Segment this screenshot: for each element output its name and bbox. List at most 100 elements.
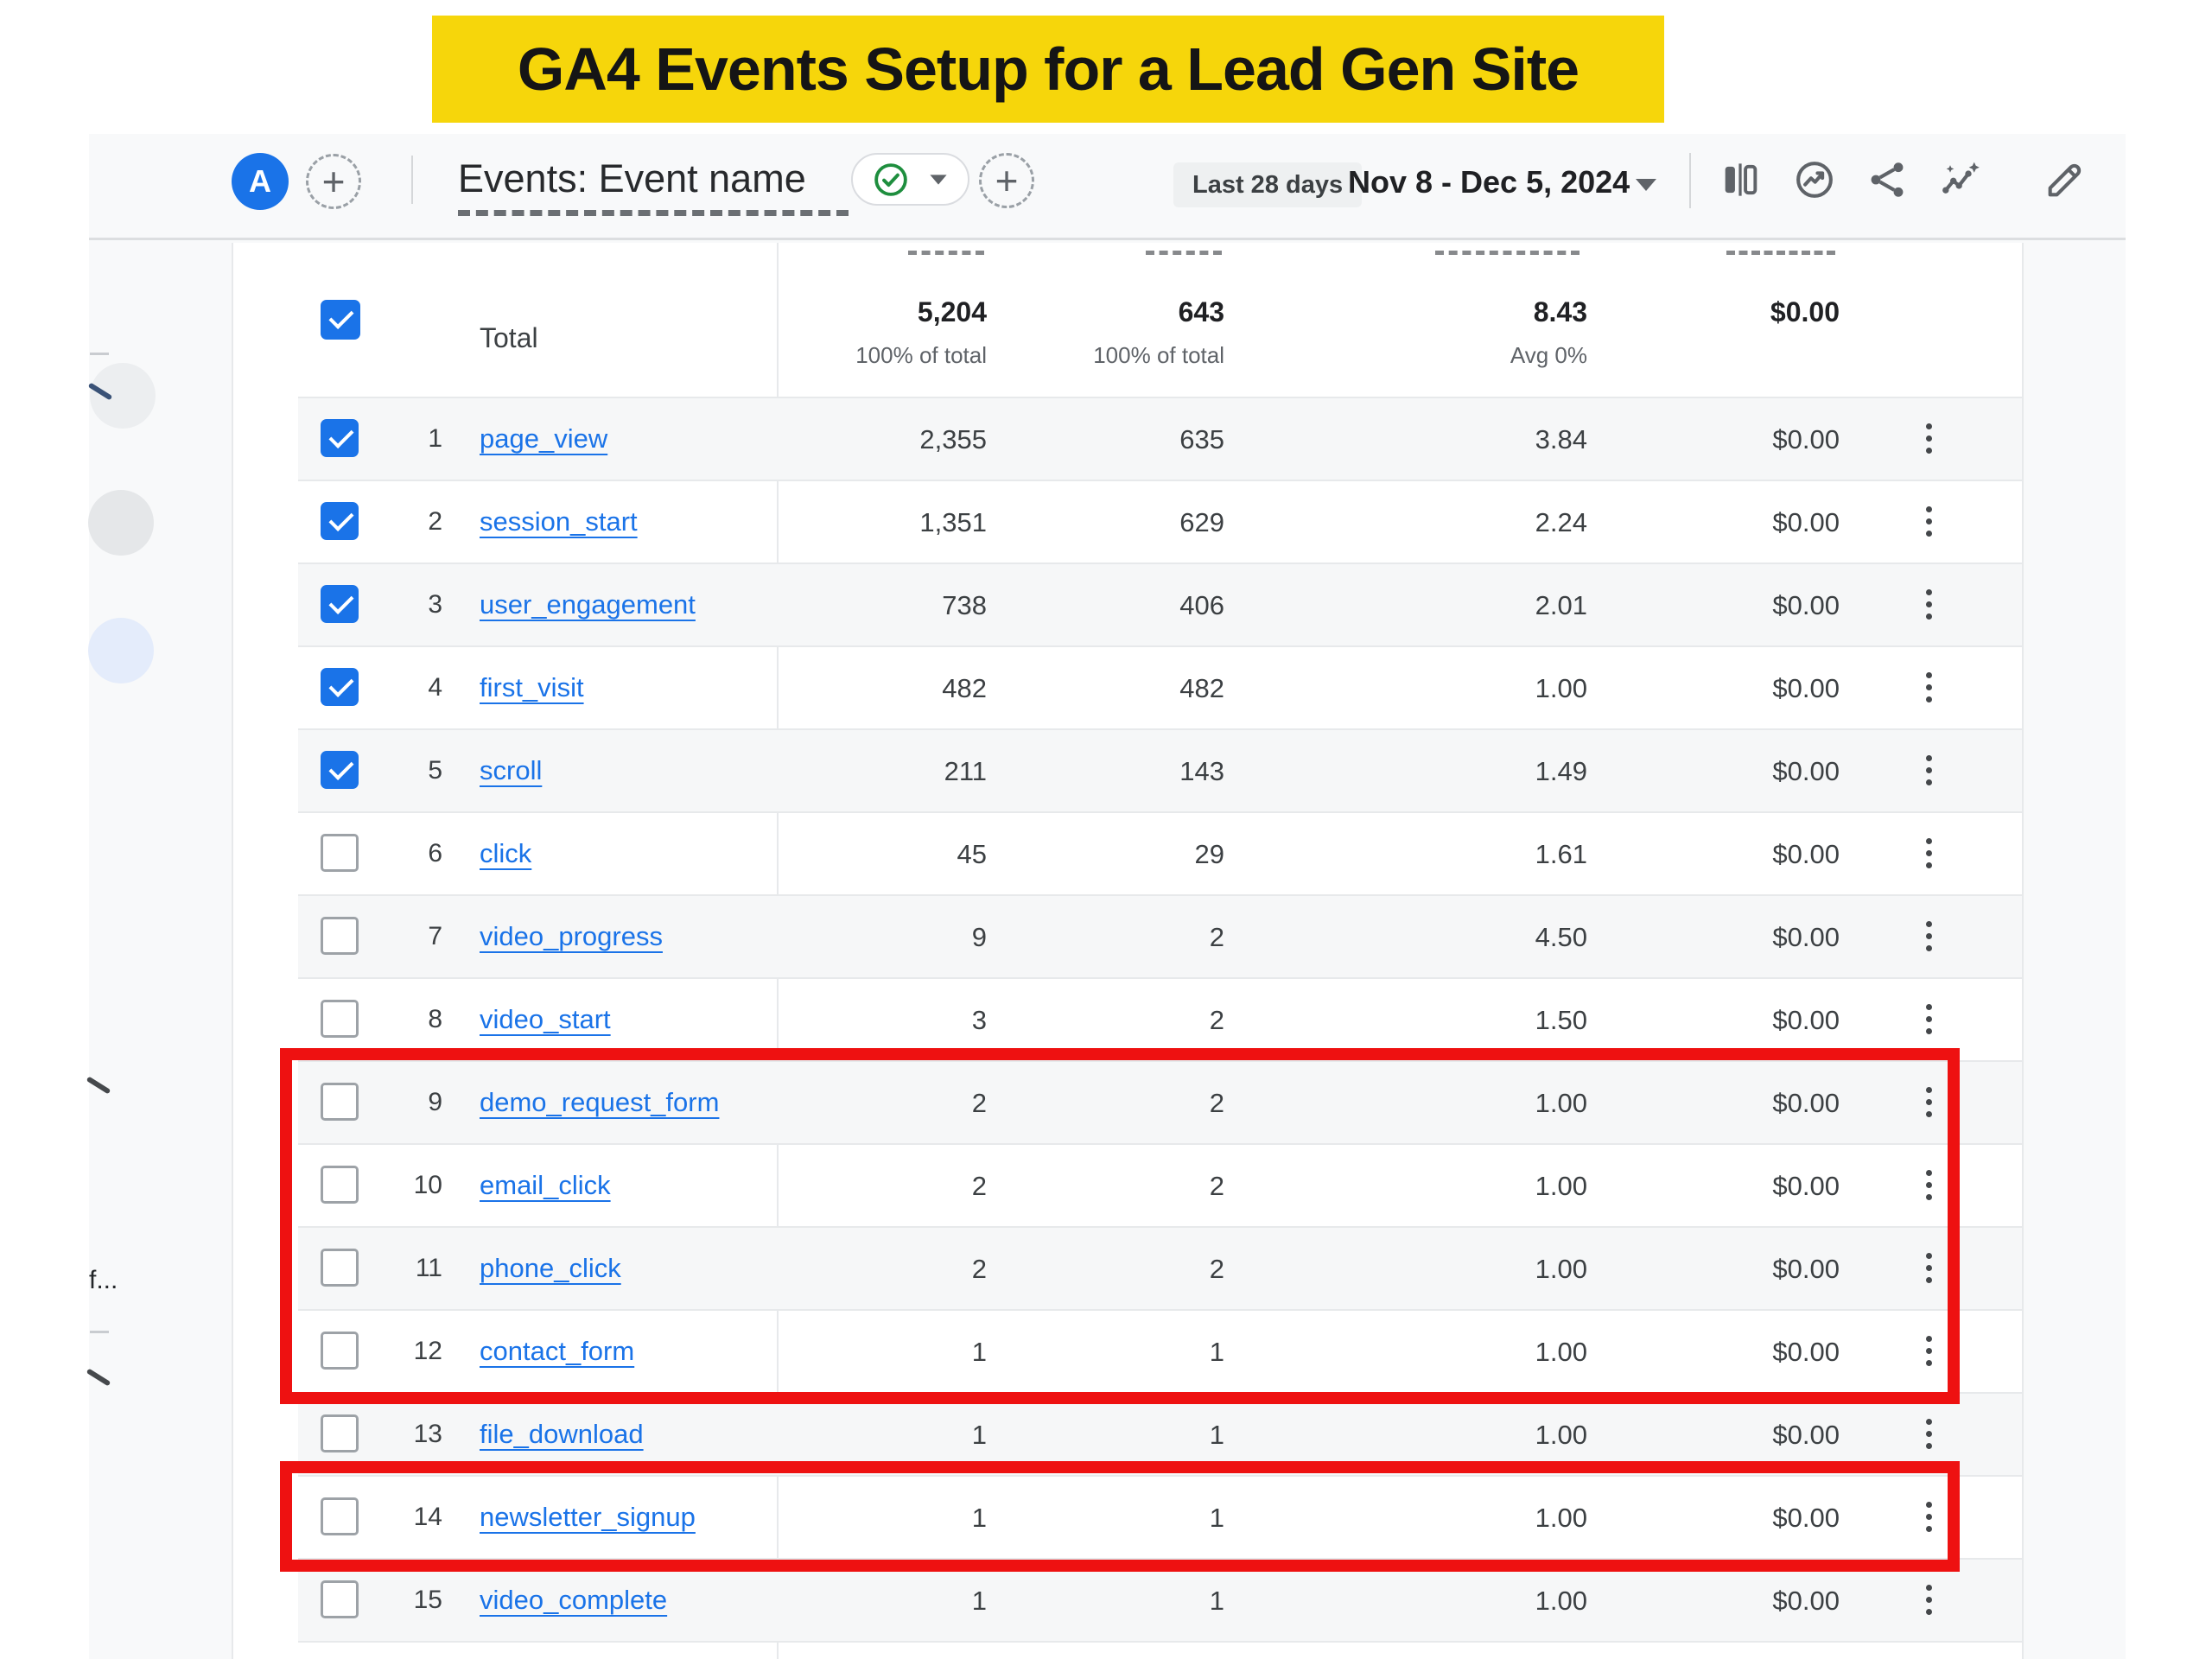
row-checkbox[interactable] (321, 834, 359, 872)
row-checkbox[interactable] (321, 1497, 359, 1535)
row-checkbox[interactable] (321, 1166, 359, 1204)
event-count-value: 738 (942, 590, 987, 620)
total-users-value: 1 (1209, 1420, 1224, 1450)
count-per-user-value: 1.49 (1535, 756, 1587, 786)
row-overflow-menu[interactable] (1916, 416, 1941, 460)
row-checkbox[interactable] (321, 1414, 359, 1452)
share-icon[interactable] (1862, 155, 1912, 205)
row-number: 8 (428, 1005, 442, 1033)
sidebar-icon-circle (88, 618, 154, 683)
row-checkbox[interactable] (321, 419, 359, 457)
row-overflow-menu[interactable] (1916, 831, 1941, 874)
date-chevron-down-icon[interactable] (1636, 179, 1656, 191)
row-overflow-menu[interactable] (1916, 665, 1941, 709)
row-overflow-menu[interactable] (1916, 1412, 1941, 1455)
row-overflow-menu[interactable] (1916, 997, 1941, 1040)
row-shading (298, 1226, 2022, 1309)
row-checkbox[interactable] (321, 668, 359, 706)
revenue-value: $0.00 (1772, 1005, 1840, 1035)
row-separator (298, 480, 2022, 481)
event-count-value: 1,351 (919, 507, 987, 537)
count-per-user-value: 1.00 (1535, 1503, 1587, 1533)
event-name-link[interactable]: video_progress (480, 921, 663, 951)
event-name-link[interactable]: email_click (480, 1170, 611, 1200)
event-name-link[interactable]: first_visit (480, 672, 584, 702)
event-name-link[interactable]: session_start (480, 506, 638, 537)
row-shading (298, 728, 2022, 811)
row-checkbox[interactable] (321, 1000, 359, 1038)
event-name-link[interactable]: newsletter_signup (480, 1502, 696, 1532)
total-users-value: 2 (1209, 922, 1224, 952)
row-checkbox[interactable] (321, 1249, 359, 1287)
event-name-link[interactable]: page_view (480, 423, 608, 454)
row-separator (298, 728, 2022, 730)
date-range-value[interactable]: Nov 8 - Dec 5, 2024 (1348, 164, 1630, 200)
count-per-user-value: 3.84 (1535, 424, 1587, 454)
total-users-value: 29 (1194, 839, 1224, 869)
row-overflow-menu[interactable] (1916, 499, 1941, 543)
count-per-user-value: 1.00 (1535, 1171, 1587, 1201)
events-table: Total 5,204 100% of total 643 100% of to… (232, 243, 2024, 1659)
revenue-value: $0.00 (1772, 1171, 1840, 1201)
sidebar-clipped-label: f... (89, 1266, 118, 1294)
data-quality-pill[interactable] (851, 153, 969, 206)
row-checkbox[interactable] (321, 1332, 359, 1370)
event-name-link[interactable]: video_complete (480, 1585, 668, 1615)
row-checkbox[interactable] (321, 1580, 359, 1618)
row-separator (298, 1392, 2022, 1394)
event-count-value: 2 (971, 1254, 987, 1284)
row-number: 11 (415, 1254, 442, 1282)
event-name-link[interactable]: click (480, 838, 532, 868)
event-name-link[interactable]: file_download (480, 1419, 644, 1449)
row-overflow-menu[interactable] (1916, 914, 1941, 957)
toolbar-divider (411, 156, 413, 204)
row-overflow-menu[interactable] (1916, 582, 1941, 626)
row-shading (298, 397, 2022, 480)
row-overflow-menu[interactable] (1916, 1495, 1941, 1538)
row-overflow-menu[interactable] (1916, 1578, 1941, 1621)
comparison-icon[interactable] (1715, 155, 1765, 205)
header-dash-event-count (908, 251, 984, 255)
toolbar-divider (1689, 153, 1691, 208)
add-comparison-button[interactable]: + (306, 154, 361, 209)
revenue-value: $0.00 (1772, 1088, 1840, 1118)
insights-icon[interactable] (1789, 155, 1840, 205)
row-overflow-menu[interactable] (1916, 1080, 1941, 1123)
row-number: 12 (413, 1337, 442, 1365)
sparkline-insights-icon[interactable] (1936, 155, 1986, 205)
row-checkbox[interactable] (321, 585, 359, 623)
event-name-link[interactable]: phone_click (480, 1253, 621, 1283)
row-separator (298, 811, 2022, 813)
row-overflow-menu[interactable] (1916, 748, 1941, 791)
table-row: 7 video_progress 9 2 4.50 $0.00 (233, 894, 2022, 977)
edit-pencil-icon[interactable] (2040, 155, 2090, 205)
row-overflow-menu[interactable] (1916, 1329, 1941, 1372)
row-shading (298, 894, 2022, 977)
row-number: 2 (428, 507, 442, 536)
row-separator (298, 1226, 2022, 1228)
account-badge[interactable]: A (232, 153, 289, 210)
row-overflow-menu[interactable] (1916, 1163, 1941, 1206)
event-name-link[interactable]: user_engagement (480, 589, 696, 620)
row-checkbox[interactable] (321, 502, 359, 540)
event-name-link[interactable]: contact_form (480, 1336, 635, 1366)
table-row: 13 file_download 1 1 1.00 $0.00 (233, 1392, 2022, 1475)
event-name-link[interactable]: demo_request_form (480, 1087, 720, 1117)
add-metric-button[interactable]: + (979, 153, 1034, 208)
row-checkbox[interactable] (321, 751, 359, 789)
table-row: 5 scroll 211 143 1.49 $0.00 (233, 728, 2022, 811)
row-checkbox[interactable] (321, 917, 359, 955)
revenue-value: $0.00 (1772, 590, 1840, 620)
revenue-value: $0.00 (1772, 1503, 1840, 1533)
count-per-user-value: 1.00 (1535, 1254, 1587, 1284)
event-rows: 1 page_view 2,355 635 3.84 $0.00 2 sessi… (233, 397, 2022, 1641)
row-number: 4 (428, 673, 442, 702)
row-checkbox[interactable] (321, 1083, 359, 1121)
select-all-checkbox[interactable] (321, 300, 360, 340)
table-row: 12 contact_form 1 1 1.00 $0.00 (233, 1309, 2022, 1392)
row-overflow-menu[interactable] (1916, 1246, 1941, 1289)
event-name-link[interactable]: video_start (480, 1004, 611, 1034)
event-name-link[interactable]: scroll (480, 755, 543, 785)
total-count-per-user-sub: Avg 0% (1510, 342, 1587, 368)
